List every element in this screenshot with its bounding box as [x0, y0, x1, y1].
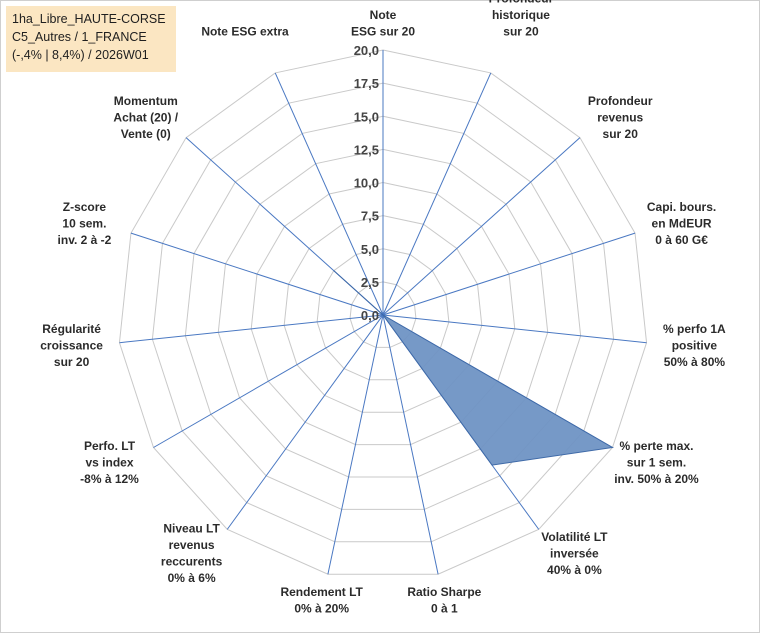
axis-label-2-line-1: revenus — [597, 110, 643, 124]
axis-label-12-line-2: inv. 2 à -2 — [58, 233, 112, 247]
title-line-3: (-,4% | 8,4%) / 2026W01 — [12, 48, 149, 62]
spoke-12 — [130, 232, 384, 316]
grid-ring-7 — [151, 82, 615, 543]
spoke-2 — [382, 137, 581, 316]
axis-label-3-line-2: 0 à 60 G€ — [655, 233, 708, 247]
axis-label-10-line-2: -8% à 12% — [80, 472, 139, 486]
axis-label-9-line-2: reccurents — [161, 555, 223, 569]
axis-label-9-line-3: 0% à 6% — [168, 571, 216, 585]
axis-label-13: Momentum Achat (20) / Vente (0) — [113, 94, 178, 141]
axis-label-7-line-1: 0 à 1 — [431, 602, 458, 616]
axis-label-1-line-1: historique — [492, 8, 550, 22]
title-line-2: C5_Autres / 1_FRANCE — [12, 30, 147, 44]
axis-label-11-line-1: croissance — [40, 339, 103, 353]
axis-label-14-line-0: Note ESG extra — [201, 25, 289, 39]
series-area — [333, 270, 614, 466]
axis-label-10: Perfo. LT vs index -8% à 12% — [80, 439, 139, 486]
axis-label-9-line-1: revenus — [169, 538, 215, 552]
axis-label-4: % perfo 1A positive 50% à 80% — [663, 322, 726, 369]
axis-label-8-line-1: 0% à 20% — [294, 602, 349, 616]
spoke-3 — [382, 232, 636, 316]
axis-label-8: Rendement LT 0% à 20% — [280, 585, 363, 616]
spoke-11 — [119, 314, 384, 344]
axis-label-12-line-0: Z-score — [63, 200, 107, 214]
axis-label-0-line-0: Note — [370, 8, 397, 22]
grid-ring-1 — [349, 281, 417, 348]
radar-series — [333, 270, 614, 466]
grid-ring-4 — [250, 181, 516, 446]
axis-label-3: Capi. bours. en MdEUR 0 à 60 G€ — [647, 200, 716, 247]
axis-label-1: Profondeur historique sur 20 — [489, 0, 554, 39]
title-line-1: 1ha_Libre_HAUTE-CORSE — [12, 12, 166, 26]
radar-grid — [118, 49, 648, 575]
axis-label-12: Z-score 10 sem. inv. 2 à -2 — [58, 200, 112, 247]
tick-label-5: 12,5 — [354, 142, 379, 157]
axis-label-5-line-2: inv. 50% à 20% — [614, 472, 699, 486]
spoke-14 — [274, 72, 384, 316]
axis-label-13-line-1: Achat (20) / — [113, 110, 178, 124]
axis-label-1-line-0: Profondeur — [489, 0, 554, 6]
tick-label-7: 17,5 — [354, 76, 379, 91]
tick-label-4: 10,0 — [354, 176, 379, 191]
axis-label-7-line-0: Ratio Sharpe — [407, 585, 481, 599]
axis-label-6-line-2: 40% à 0% — [547, 563, 602, 577]
tick-label-2: 5,0 — [361, 242, 379, 257]
spoke-4 — [382, 314, 647, 344]
radar-tick-labels: 0,0 2,5 5,0 7,5 10,0 12,5 15,0 17,5 20,0 — [354, 43, 379, 323]
spoke-10 — [153, 314, 384, 448]
axis-label-11-line-2: sur 20 — [54, 355, 90, 369]
grid-ring-6 — [184, 115, 582, 510]
axis-label-0: Note ESG sur 20 — [351, 8, 415, 39]
axis-label-4-line-0: % perfo 1A — [663, 322, 726, 336]
spoke-1 — [382, 72, 492, 316]
axis-label-9: Niveau LT revenus reccurents 0% à 6% — [161, 522, 223, 586]
tick-label-6: 15,0 — [354, 109, 379, 124]
grid-ring-3 — [283, 215, 483, 413]
radar-axis-labels: Note ESG sur 20 Profondeur historique sur 20… — [40, 0, 726, 616]
axis-label-8-line-0: Rendement LT — [280, 585, 363, 599]
chart-title-box: 1ha_Libre_HAUTE-CORSE C5_Autres / 1_FRAN… — [6, 6, 176, 72]
axis-label-9-line-0: Niveau LT — [163, 522, 220, 536]
axis-label-6: Volatilité LT inversée 40% à 0% — [541, 530, 608, 577]
axis-label-10-line-1: vs index — [86, 455, 134, 469]
grid-ring-8 — [118, 49, 648, 575]
axis-label-4-line-2: 50% à 80% — [664, 355, 726, 369]
axis-label-7: Ratio Sharpe 0 à 1 — [407, 585, 481, 616]
axis-label-14: Note ESG extra — [201, 25, 289, 39]
axis-label-6-line-1: inversée — [550, 546, 599, 560]
axis-label-10-line-0: Perfo. LT — [84, 439, 136, 453]
axis-label-11: Régularité croissance sur 20 — [40, 322, 103, 369]
tick-label-3: 7,5 — [361, 209, 379, 224]
axis-label-2: Profondeur revenus sur 20 — [588, 94, 653, 141]
axis-label-13-line-0: Momentum — [114, 94, 178, 108]
grid-ring-2 — [316, 248, 450, 381]
tick-label-1: 2,5 — [361, 275, 379, 290]
axis-label-5-line-1: sur 1 sem. — [627, 455, 686, 469]
axis-label-1-line-2: sur 20 — [503, 25, 539, 39]
axis-label-3-line-0: Capi. bours. — [647, 200, 716, 214]
radar-spokes — [119, 50, 647, 575]
axis-label-4-line-1: positive — [672, 339, 718, 353]
spoke-9 — [226, 314, 384, 530]
axis-label-13-line-2: Vente (0) — [121, 127, 171, 141]
axis-label-11-line-0: Régularité — [42, 322, 101, 336]
axis-label-2-line-0: Profondeur — [588, 94, 653, 108]
axis-label-5: % perte max. sur 1 sem. inv. 50% à 20% — [614, 439, 699, 486]
grid-ring-5 — [217, 148, 549, 478]
axis-label-2-line-2: sur 20 — [603, 127, 639, 141]
axis-label-3-line-1: en MdEUR — [652, 217, 712, 231]
tick-label-0: 0,0 — [361, 308, 379, 323]
spoke-7 — [382, 314, 439, 575]
axis-label-0-line-1: ESG sur 20 — [351, 25, 415, 39]
tick-label-8: 20,0 — [354, 43, 379, 58]
axis-label-6-line-0: Volatilité LT — [541, 530, 608, 544]
spoke-8 — [327, 314, 384, 575]
axis-label-12-line-1: 10 sem. — [62, 217, 106, 231]
axis-label-5-line-0: % perte max. — [619, 439, 693, 453]
